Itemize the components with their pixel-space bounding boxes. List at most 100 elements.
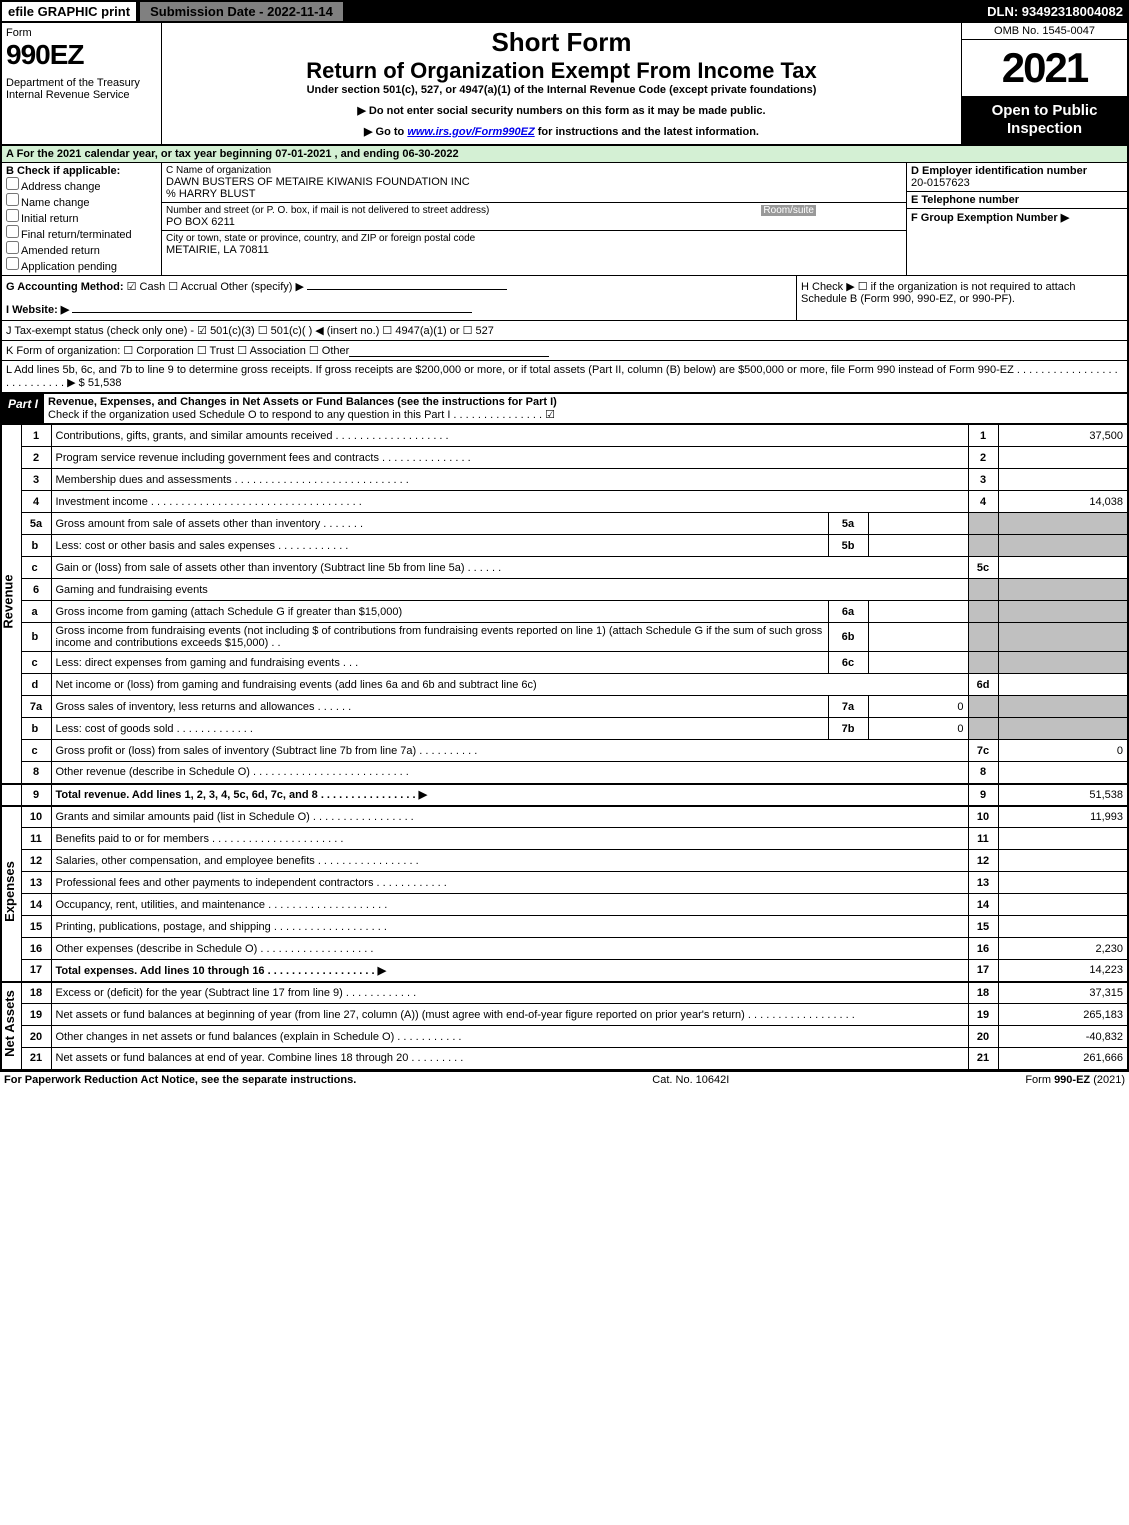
line-17: 17 Total expenses. Add lines 10 through …: [1, 960, 1128, 982]
cb-address-change-box[interactable]: [6, 177, 19, 190]
line-6a: a Gross income from gaming (attach Sched…: [1, 601, 1128, 623]
side-netassets: Net Assets: [1, 982, 21, 1070]
c-careof: % HARRY BLUST: [166, 188, 902, 200]
footer-right: Form 990-EZ (2021): [1025, 1074, 1125, 1086]
department: Department of the Treasury Internal Reve…: [6, 77, 157, 101]
g-cell: G Accounting Method: ☑ Cash ☐ Accrual Ot…: [2, 276, 797, 320]
f-row: F Group Exemption Number ▶: [907, 209, 1127, 226]
cb-final-return[interactable]: Final return/terminated: [6, 225, 157, 241]
line-15: 15 Printing, publications, postage, and …: [1, 916, 1128, 938]
j-text: J Tax-exempt status (check only one) - ☑…: [6, 324, 494, 337]
line-9: 9 Total revenue. Add lines 1, 2, 3, 4, 5…: [1, 784, 1128, 806]
cb-initial-return-box[interactable]: [6, 209, 19, 222]
cb-amended-return-box[interactable]: [6, 241, 19, 254]
f-label: F Group Exemption Number ▶: [911, 212, 1069, 224]
part1-title: Revenue, Expenses, and Changes in Net As…: [48, 396, 557, 408]
i-website-blank[interactable]: [72, 312, 472, 313]
cb-final-return-box[interactable]: [6, 225, 19, 238]
open-inspection: Open to Public Inspection: [962, 96, 1127, 144]
e-row: E Telephone number: [907, 192, 1127, 209]
col-b: B Check if applicable: Address change Na…: [2, 163, 162, 275]
cb-initial-return[interactable]: Initial return: [6, 209, 157, 225]
l-text: L Add lines 5b, 6c, and 7b to line 9 to …: [6, 364, 1123, 389]
subtitle: Under section 501(c), 527, or 4947(a)(1)…: [166, 84, 957, 96]
line-7a: 7a Gross sales of inventory, less return…: [1, 696, 1128, 718]
line-21: 21 Net assets or fund balances at end of…: [1, 1048, 1128, 1070]
line-5a: 5a Gross amount from sale of assets othe…: [1, 513, 1128, 535]
omb-number: OMB No. 1545-0047: [962, 23, 1127, 40]
cb-amended-return[interactable]: Amended return: [6, 241, 157, 257]
line-18: Net Assets 18 Excess or (deficit) for th…: [1, 982, 1128, 1004]
efile-link[interactable]: efile GRAPHIC print: [2, 2, 136, 21]
line-7b: b Less: cost of goods sold . . . . . . .…: [1, 718, 1128, 740]
line-19: 19 Net assets or fund balances at beginn…: [1, 1004, 1128, 1026]
g-label: G Accounting Method:: [6, 281, 124, 293]
k-other-blank[interactable]: [349, 344, 549, 357]
footer-mid: Cat. No. 10642I: [652, 1074, 729, 1086]
form-header: Form 990EZ Department of the Treasury In…: [0, 23, 1129, 146]
side-expenses: Expenses: [1, 806, 21, 982]
b-title: B Check if applicable:: [6, 165, 157, 177]
footer-left: For Paperwork Reduction Act Notice, see …: [4, 1074, 356, 1086]
part1-table: Revenue 1 Contributions, gifts, grants, …: [0, 424, 1129, 1071]
cb-address-change[interactable]: Address change: [6, 177, 157, 193]
room-label: Room/suite: [761, 205, 816, 216]
form-label: Form: [6, 27, 157, 39]
c-addr-row: Number and street (or P. O. box, if mail…: [162, 203, 906, 231]
dln-number: DLN: 93492318004082: [987, 4, 1127, 19]
part1-desc: Revenue, Expenses, and Changes in Net As…: [44, 394, 1127, 423]
cb-name-change-box[interactable]: [6, 193, 19, 206]
line-10: Expenses 10 Grants and similar amounts p…: [1, 806, 1128, 828]
irs-link[interactable]: www.irs.gov/Form990EZ: [407, 126, 534, 138]
line-5b: b Less: cost or other basis and sales ex…: [1, 535, 1128, 557]
instruct-ssn: ▶ Do not enter social security numbers o…: [166, 104, 957, 117]
g-accrual: ☐ Accrual: [168, 281, 217, 293]
part1-header-row: Part I Revenue, Expenses, and Changes in…: [0, 393, 1129, 424]
line-20: 20 Other changes in net assets or fund b…: [1, 1026, 1128, 1048]
line-2: 2 Program service revenue including gove…: [1, 447, 1128, 469]
line-13: 13 Professional fees and other payments …: [1, 872, 1128, 894]
c-city: METAIRIE, LA 70811: [166, 244, 902, 256]
g-other: Other (specify) ▶: [220, 281, 304, 293]
line-7c: c Gross profit or (loss) from sales of i…: [1, 740, 1128, 762]
header-center: Short Form Return of Organization Exempt…: [162, 23, 962, 144]
line-1: Revenue 1 Contributions, gifts, grants, …: [1, 425, 1128, 447]
e-label: E Telephone number: [911, 194, 1123, 206]
row-j: J Tax-exempt status (check only one) - ☑…: [0, 321, 1129, 341]
line-14: 14 Occupancy, rent, utilities, and maint…: [1, 894, 1128, 916]
row-a-taxyear: A For the 2021 calendar year, or tax yea…: [0, 146, 1129, 163]
line-6d: d Net income or (loss) from gaming and f…: [1, 674, 1128, 696]
d-row: D Employer identification number 20-0157…: [907, 163, 1127, 192]
g-cash: ☑ Cash: [127, 281, 166, 293]
g-other-blank[interactable]: [307, 289, 507, 290]
c-city-label: City or town, state or province, country…: [166, 233, 902, 244]
row-gh: G Accounting Method: ☑ Cash ☐ Accrual Ot…: [0, 276, 1129, 321]
h-cell: H Check ▶ ☐ if the organization is not r…: [797, 276, 1127, 320]
col-def: D Employer identification number 20-0157…: [907, 163, 1127, 275]
line-6b: b Gross income from fundraising events (…: [1, 623, 1128, 652]
instruct-website: ▶ Go to www.irs.gov/Form990EZ for instru…: [166, 125, 957, 138]
i-label: I Website: ▶: [6, 304, 69, 316]
submission-date: Submission Date - 2022-11-14: [140, 2, 343, 21]
line-3: 3 Membership dues and assessments . . . …: [1, 469, 1128, 491]
k-text: K Form of organization: ☐ Corporation ☐ …: [6, 344, 349, 357]
row-l: L Add lines 5b, 6c, and 7b to line 9 to …: [0, 361, 1129, 393]
line-16: 16 Other expenses (describe in Schedule …: [1, 938, 1128, 960]
line-5c: c Gain or (loss) from sale of assets oth…: [1, 557, 1128, 579]
line-11: 11 Benefits paid to or for members . . .…: [1, 828, 1128, 850]
cb-app-pending-box[interactable]: [6, 257, 19, 270]
line-6: 6 Gaming and fundraising events: [1, 579, 1128, 601]
c-address: PO BOX 6211: [166, 216, 902, 228]
d-label: D Employer identification number: [911, 165, 1123, 177]
part1-check: Check if the organization used Schedule …: [48, 409, 555, 421]
side-revenue: Revenue: [1, 425, 21, 784]
d-ein: 20-0157623: [911, 177, 1123, 189]
line-8: 8 Other revenue (describe in Schedule O)…: [1, 762, 1128, 784]
c-name-row: C Name of organization DAWN BUSTERS OF M…: [162, 163, 906, 203]
cb-app-pending[interactable]: Application pending: [6, 257, 157, 273]
section-bcdef: B Check if applicable: Address change Na…: [0, 163, 1129, 276]
footer: For Paperwork Reduction Act Notice, see …: [0, 1071, 1129, 1088]
row-k: K Form of organization: ☐ Corporation ☐ …: [0, 341, 1129, 361]
col-c: C Name of organization DAWN BUSTERS OF M…: [162, 163, 907, 275]
cb-name-change[interactable]: Name change: [6, 193, 157, 209]
